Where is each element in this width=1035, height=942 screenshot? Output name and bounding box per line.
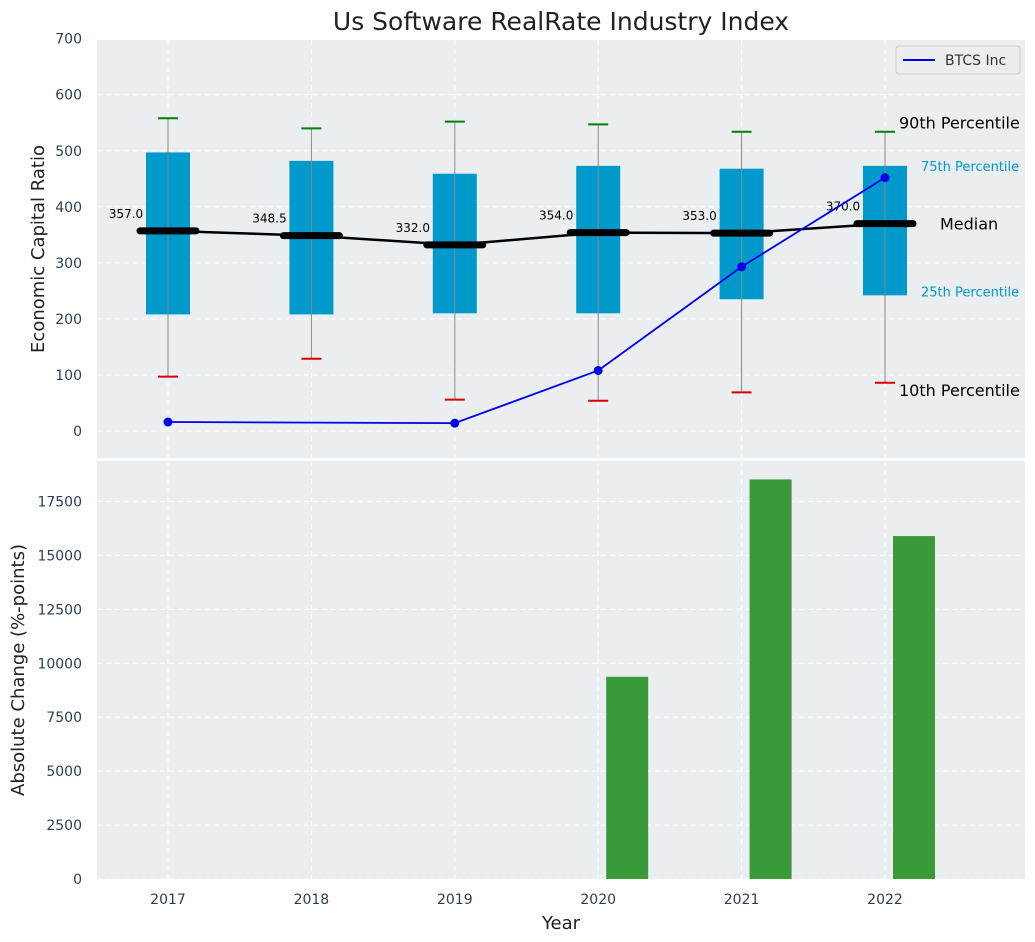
bar-2020	[606, 676, 649, 879]
x-ticks: 2017 2018 2019 2020 2021 2022	[150, 892, 903, 908]
btcs-point-2017	[163, 417, 173, 427]
median-label-2018: 348.5	[252, 212, 286, 226]
top-y-tick-label: 500	[55, 144, 82, 160]
legend-box	[895, 45, 1021, 75]
x-tick-label: 2019	[437, 892, 473, 908]
btcs-point-2021	[737, 262, 747, 272]
median-connector-line	[167, 222, 886, 247]
bottom-plot-area	[97, 461, 1025, 879]
top-y-tick-label: 300	[55, 256, 82, 272]
chart-title: Us Software RealRate Industry Index	[333, 7, 789, 36]
btcs-point-2019	[450, 418, 460, 428]
median-label-2019: 332.0	[396, 221, 430, 235]
bottom-y-tick-label: 12500	[37, 602, 82, 618]
top-y-tick-label: 700	[55, 32, 82, 48]
annotation-p10: 10th Percentile	[899, 381, 1020, 400]
annotation-p75: 75th Percentile	[921, 160, 1019, 175]
bar-series	[606, 479, 935, 879]
x-axis-label: Year	[541, 913, 581, 934]
annotation-median: Median	[940, 215, 998, 234]
x-tick-label: 2020	[580, 892, 616, 908]
bottom-y-tick-label: 10000	[37, 656, 82, 672]
x-tick-label: 2022	[867, 892, 903, 908]
bottom-y-ticks: 0 2500 5000 7500 10000 12500 15000 17500	[37, 495, 82, 888]
bottom-y-tick-label: 7500	[46, 710, 82, 726]
bottom-grid	[97, 461, 1025, 880]
bottom-y-tick-label: 5000	[46, 764, 82, 780]
bottom-y-axis-label: Absolute Change (%-points)	[8, 544, 29, 796]
btcs-point-2022	[880, 173, 890, 183]
bar-2021	[749, 479, 792, 879]
bottom-y-tick-label: 2500	[46, 818, 82, 834]
annotation-p90: 90th Percentile	[899, 114, 1020, 133]
top-y-ticks: 0 100 200 300 400 500 600 700	[55, 32, 82, 440]
top-y-tick-label: 400	[55, 200, 82, 216]
top-y-axis-label: Economic Capital Ratio	[28, 145, 49, 353]
legend-label-btcs: BTCS Inc	[945, 53, 1006, 69]
x-tick-label: 2018	[294, 892, 330, 908]
top-y-tick-label: 600	[55, 88, 82, 104]
annotations: 90th Percentile 75th Percentile Median 25th…	[899, 114, 1020, 400]
legend: BTCS Inc	[895, 45, 1021, 75]
median-label-2021: 353.0	[682, 209, 716, 223]
bottom-y-tick-label: 0	[73, 872, 82, 888]
bottom-y-tick-label: 17500	[37, 495, 82, 511]
top-y-tick-label: 0	[73, 424, 82, 440]
median-line-group	[167, 222, 886, 247]
bar-2022	[893, 536, 935, 879]
top-y-tick-label: 100	[55, 368, 82, 384]
median-label-2020: 354.0	[539, 209, 573, 223]
x-tick-label: 2017	[150, 892, 186, 908]
annotation-p25: 25th Percentile	[921, 285, 1019, 300]
bottom-y-tick-label: 15000	[37, 548, 82, 564]
x-tick-label: 2021	[724, 892, 760, 908]
top-y-tick-label: 200	[55, 312, 82, 328]
median-label-2017: 357.0	[109, 207, 143, 221]
btcs-point-2020	[593, 365, 603, 375]
btcs-series	[163, 173, 890, 428]
